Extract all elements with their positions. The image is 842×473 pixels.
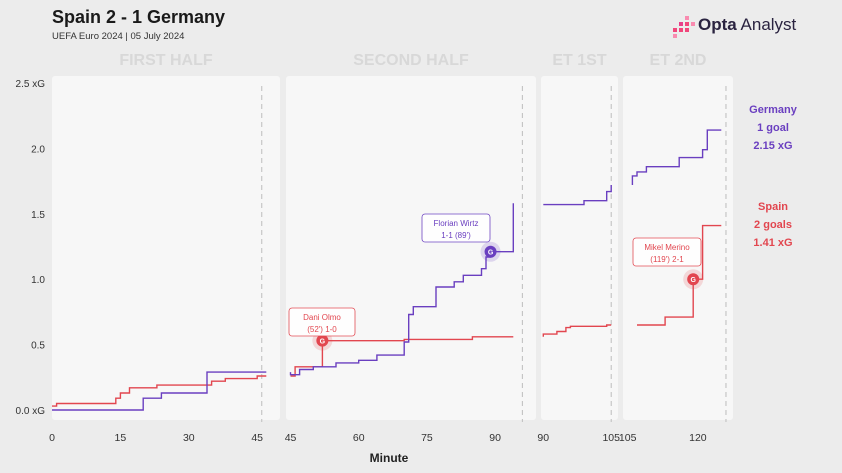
panel-label: ET 2ND — [650, 52, 707, 69]
y-tick-label: 0.5 — [31, 341, 45, 352]
goal-callout-text: (52') 1-0 — [307, 325, 337, 334]
x-tick-label: 60 — [353, 432, 365, 444]
legend-entry-germany: Germany — [749, 104, 798, 116]
panel-background — [52, 76, 280, 420]
y-tick-label: 2.0 — [31, 144, 45, 155]
series-line-spain — [637, 224, 722, 326]
series-line-spain — [290, 336, 514, 377]
x-tick-label: 90 — [489, 432, 501, 444]
legend-entry-spain: Spain — [758, 201, 788, 213]
goal-callout-text: Mikel Merino — [644, 243, 690, 252]
panel-label: ET 1ST — [552, 52, 606, 69]
goal-callout-text: Florian Wirtz — [434, 219, 479, 228]
x-tick-label: 45 — [285, 432, 297, 444]
opta-logo-text: Opta Analyst — [698, 15, 796, 35]
series-line-germany — [289, 203, 514, 376]
goal-marker-letter: G — [320, 339, 326, 346]
goal-marker — [687, 273, 700, 286]
legend-entry-germany: 1 goal — [757, 122, 789, 134]
series-line-spain — [52, 375, 267, 407]
series-line-germany — [543, 185, 612, 206]
goal-marker-letter: G — [690, 277, 696, 284]
y-tick-label: 0.0 xG — [16, 406, 46, 417]
goal-callout-box — [421, 213, 491, 243]
x-tick-label: 0 — [49, 432, 55, 444]
legend-entry-spain: 1.41 xG — [753, 237, 792, 249]
x-tick-label: 30 — [183, 432, 195, 444]
x-tick-label: 105 — [602, 432, 620, 444]
goal-marker-letter: G — [488, 250, 494, 257]
goal-callout-text: 1-1 (89') — [441, 231, 471, 240]
x-tick-label: 120 — [689, 432, 707, 444]
goal-callout-box — [288, 307, 356, 337]
panel-label: FIRST HALF — [119, 52, 213, 69]
x-tick-label: 45 — [251, 432, 263, 444]
chart-title: Spain 2 - 1 Germany — [52, 7, 226, 27]
x-tick-label: 105 — [619, 432, 637, 444]
y-tick-label: 1.5 — [31, 210, 45, 221]
goal-callout-box — [632, 237, 702, 267]
y-tick-label: 1.0 — [31, 275, 45, 286]
opta-logo-light: Analyst — [736, 15, 797, 34]
goal-marker — [484, 245, 497, 258]
y-tick-label: 2.5 xG — [16, 79, 46, 90]
series-line-germany — [631, 129, 722, 185]
opta-logo-icon — [673, 16, 695, 38]
chart-subtitle: UEFA Euro 2024 | 05 July 2024 — [52, 31, 185, 42]
goal-marker — [316, 334, 329, 347]
panel-label: SECOND HALF — [353, 52, 469, 69]
opta-logo-bold: Opta — [698, 15, 737, 34]
x-axis-label: Minute — [370, 451, 409, 465]
opta-analyst-logo: Opta Analyst — [672, 14, 812, 40]
panel-background — [541, 76, 618, 420]
series-line-germany — [52, 371, 267, 411]
legend-entry-spain: 2 goals — [754, 219, 792, 231]
legend-entry-germany: 2.15 xG — [753, 140, 792, 152]
series-line-spain — [542, 324, 612, 337]
x-tick-label: 15 — [115, 432, 127, 444]
goal-callout-text: (119') 2-1 — [650, 255, 684, 264]
x-tick-label: 75 — [421, 432, 433, 444]
goal-callout-text: Dani Olmo — [303, 313, 341, 322]
x-tick-label: 90 — [537, 432, 549, 444]
